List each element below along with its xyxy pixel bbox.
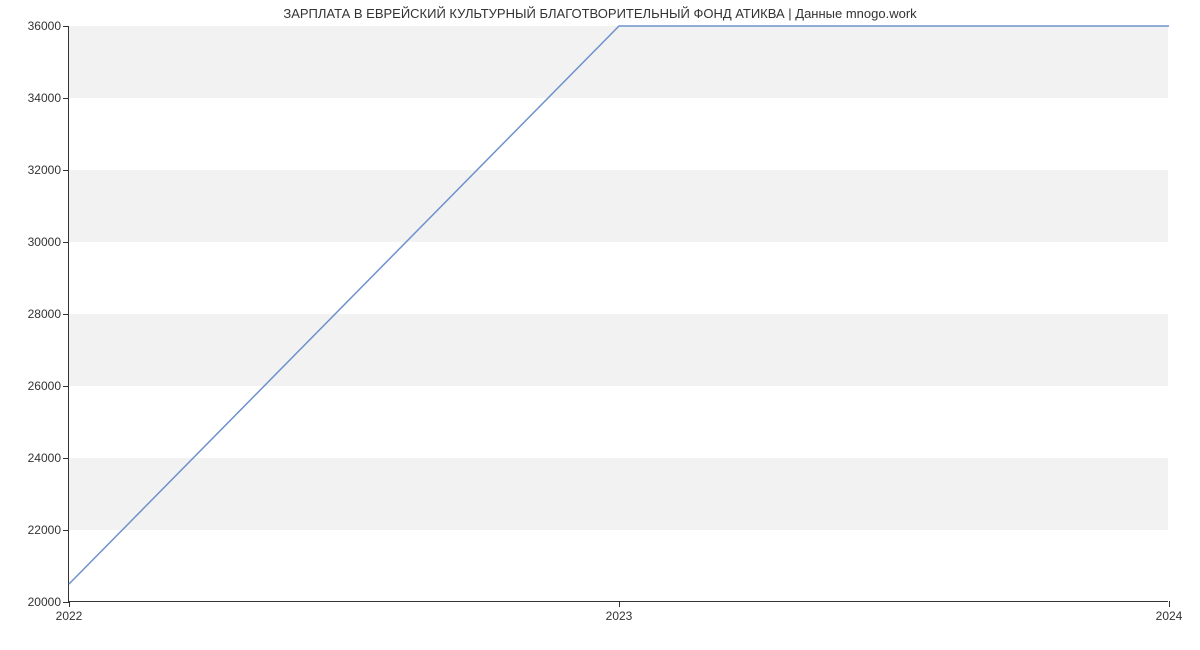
y-tick-label: 22000 <box>28 523 61 537</box>
x-tick-label: 2023 <box>606 609 633 623</box>
x-tick-label: 2024 <box>1156 609 1183 623</box>
y-tick-label: 26000 <box>28 379 61 393</box>
y-tick-label: 36000 <box>28 19 61 33</box>
y-tick-label: 30000 <box>28 235 61 249</box>
chart-title: ЗАРПЛАТА В ЕВРЕЙСКИЙ КУЛЬТУРНЫЙ БЛАГОТВО… <box>0 6 1200 21</box>
plot-area: 2000022000240002600028000300003200034000… <box>68 26 1168 602</box>
chart-container: ЗАРПЛАТА В ЕВРЕЙСКИЙ КУЛЬТУРНЫЙ БЛАГОТВО… <box>0 0 1200 650</box>
x-tick-label: 2022 <box>56 609 83 623</box>
y-tick-label: 32000 <box>28 163 61 177</box>
y-tick-label: 34000 <box>28 91 61 105</box>
series-line <box>69 26 1169 584</box>
y-tick-label: 28000 <box>28 307 61 321</box>
y-tick-label: 24000 <box>28 451 61 465</box>
y-tick-label: 20000 <box>28 595 61 609</box>
x-tick-mark <box>1169 601 1170 607</box>
line-layer <box>69 26 1169 602</box>
